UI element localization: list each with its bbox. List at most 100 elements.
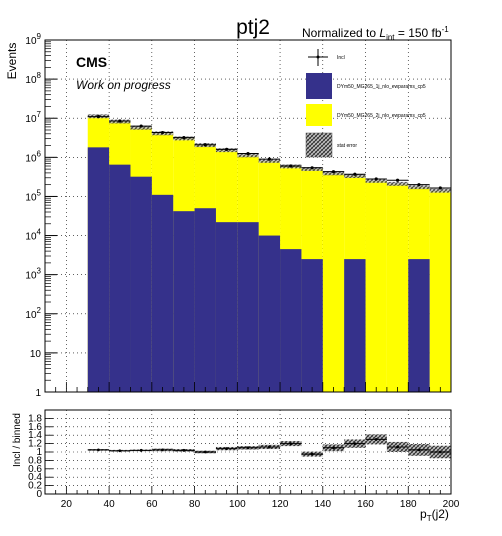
x-tick-label: 60 (146, 499, 158, 510)
ratio-x-axis: 20 40 60 80 100 120 140 160 180 200 (44, 486, 460, 510)
x-tick-label: 40 (104, 499, 116, 510)
legend-swatch-stat (305, 132, 333, 158)
bar-1j (258, 235, 281, 392)
x-tick-label: 100 (229, 499, 246, 510)
ratio-y-tick-label: 0.8 (28, 455, 42, 466)
normalization-label: Normalized to Lint = 150 fb-1 (302, 25, 449, 42)
y-tick-label: 102 (25, 306, 41, 321)
stat-error-box (365, 178, 387, 183)
y-tick-label: 1 (35, 388, 41, 399)
legend-swatch-2j (306, 104, 332, 126)
ratio-point (203, 450, 207, 454)
bar-2j (365, 180, 387, 392)
incl-point (96, 115, 101, 119)
ratio-y-label: Incl / binned (12, 413, 23, 467)
x-axis-label: pT(j2) (420, 507, 449, 523)
x-tick-label: 180 (400, 499, 417, 510)
incl-point (289, 164, 293, 168)
bar-1j (87, 147, 110, 392)
legend-2j: DYm50_MG265_2j_nlo_ewparams_cp5 (337, 113, 426, 119)
incl-point (438, 186, 442, 190)
stat-error-box (322, 171, 345, 176)
incl-point (310, 166, 314, 170)
ratio-point (417, 448, 421, 452)
incl-point (246, 151, 250, 156)
ratio-y-tick-label: 0.2 (28, 481, 42, 492)
x-tick-label: 140 (314, 499, 331, 510)
ratio-point (396, 445, 399, 449)
chart-title: ptj2 (236, 16, 270, 39)
bar-1j (344, 259, 366, 392)
ratio-y-tick-label: 1.2 (28, 439, 42, 450)
incl-point (374, 177, 378, 181)
ratio-point (267, 445, 271, 449)
bar-2j (429, 190, 451, 392)
ratio-point (182, 448, 186, 452)
incl-point (353, 172, 357, 176)
incl-point (118, 119, 122, 123)
ratio-point (310, 452, 314, 456)
bar-1j (151, 194, 174, 392)
incl-point (395, 178, 400, 182)
ratio-point (353, 442, 357, 445)
ratio-point (289, 442, 293, 445)
ratio-y-tick-label: 0.4 (28, 472, 42, 483)
y-tick-label: 103 (25, 267, 41, 282)
y-tick-label: 104 (25, 228, 41, 243)
ratio-point (332, 446, 335, 450)
incl-point (225, 147, 229, 151)
y-tick-label: 109 (25, 32, 41, 47)
x-tick-label: 20 (61, 499, 73, 510)
bar-1j (215, 222, 238, 392)
main-x-axis (44, 382, 452, 392)
y-tick-label: 106 (25, 149, 41, 164)
x-tick-label: 80 (189, 499, 201, 510)
ratio-point (139, 448, 143, 452)
y-tick-label: 108 (25, 71, 41, 86)
bar-1j (109, 164, 131, 392)
ratio-y-tick-label: 1.4 (28, 430, 42, 441)
bar-1j (194, 208, 216, 392)
incl-point (267, 157, 271, 161)
stat-error-box (130, 125, 152, 130)
legend-incl: Incl (337, 55, 345, 61)
ratio-y-tick-label: 0.6 (28, 464, 42, 475)
ratio-point (374, 438, 378, 441)
bar-1j (280, 249, 302, 392)
y-tick-label: 107 (25, 110, 41, 125)
ratio-panel-frame (45, 410, 451, 494)
stat-error-box (344, 174, 366, 178)
ratio-point (97, 448, 100, 452)
bar-1j (173, 211, 195, 392)
cms-label: CMS (76, 54, 107, 70)
legend-stat-error: stat error (337, 143, 357, 149)
incl-points (87, 115, 451, 190)
stat-error-box (429, 188, 451, 193)
ratio-panel: 00.20.40.60.811.21.41.61.8 20 40 60 80 100 12… (28, 409, 460, 510)
incl-point (182, 135, 186, 140)
incl-point (331, 170, 336, 174)
y-tick-label: 10 (30, 349, 42, 360)
y-tick-label: 105 (25, 188, 41, 203)
bar-2j (322, 173, 345, 392)
series-1j-bars (87, 147, 430, 392)
x-tick-label: 200 (443, 499, 460, 510)
incl-point (417, 183, 421, 187)
ratio-points (87, 438, 451, 456)
legend-1j: DYm50_MG265_1j_nlo_ewparams_cp5 (337, 84, 426, 90)
bar-2j (386, 183, 409, 392)
ratio-y-tick-label: 1.6 (28, 422, 42, 433)
stat-error-box (408, 185, 430, 190)
x-tick-label: 160 (357, 499, 374, 510)
incl-point (139, 124, 143, 128)
y-axis-label: Events (5, 43, 19, 80)
bar-1j (130, 176, 152, 392)
stat-error-box (386, 181, 409, 186)
ratio-y-axis: 00.20.40.60.811.21.41.61.8 (28, 413, 53, 500)
legend: Incl DYm50_MG265_1j_nlo_ewparams_cp5 DYm… (305, 49, 426, 158)
ratio-y-tick-label: 1 (36, 447, 42, 458)
bar-1j (237, 222, 259, 392)
incl-point (160, 130, 165, 135)
ratio-point (438, 450, 442, 454)
